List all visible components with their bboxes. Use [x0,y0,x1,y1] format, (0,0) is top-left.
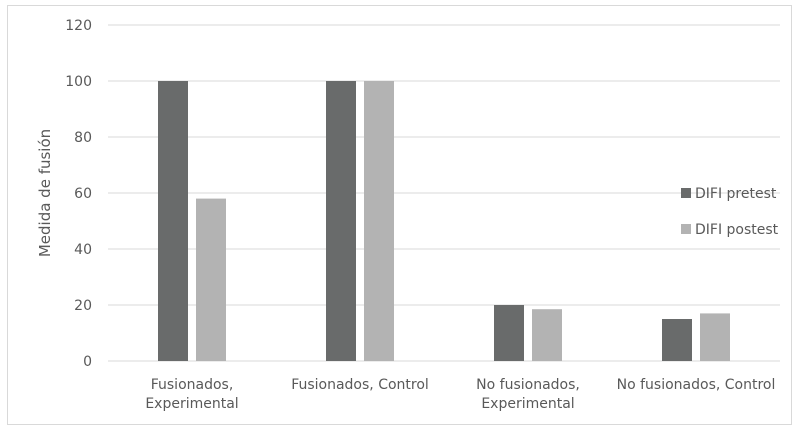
bar-postest-2 [532,309,562,361]
x-category-label-line: Experimental [145,396,238,412]
bar-postest-1 [364,81,394,361]
bar-pretest-0 [158,81,188,361]
x-axis-category-labels: Fusionados, Experimental Fusionados, Contr… [145,377,775,412]
x-category-label-0: Fusionados, Experimental [145,377,238,412]
y-tick-label-60: 60 [74,186,92,202]
bar-pretest-2 [494,305,524,361]
x-category-label-line: Fusionados, Control [291,377,429,393]
y-tick-label-20: 20 [74,298,92,314]
x-category-label-line: No fusionados, [476,377,580,393]
legend-label-0: DIFI pretest [695,186,777,202]
bar-pretest-1 [326,81,356,361]
legend-swatch-0 [681,188,691,198]
y-tick-label-40: 40 [74,242,92,258]
y-axis-title: Medida de fusión [36,129,54,257]
y-tick-label-100: 100 [65,74,92,90]
x-category-label-line: No fusionados, Control [617,377,776,393]
x-category-label-2: No fusionados, Experimental [476,377,580,412]
x-category-label-3: No fusionados, Control [617,377,776,393]
y-tick-label-80: 80 [74,130,92,146]
bar-postest-0 [196,198,226,361]
x-category-label-line: Experimental [481,396,574,412]
y-axis-tick-labels: 0 20 40 60 80 100 120 [65,18,92,370]
bars [158,81,730,361]
legend-label-1: DIFI postest [695,222,779,238]
x-category-label-1: Fusionados, Control [291,377,429,393]
y-tick-label-0: 0 [83,354,92,370]
legend-swatch-1 [681,224,691,234]
chart-frame [7,5,792,425]
bar-pretest-3 [662,319,692,361]
y-tick-label-120: 120 [65,18,92,34]
x-category-label-line: Fusionados, [151,377,234,393]
legend: DIFI pretest DIFI postest [681,186,779,238]
bar-postest-3 [700,313,730,361]
